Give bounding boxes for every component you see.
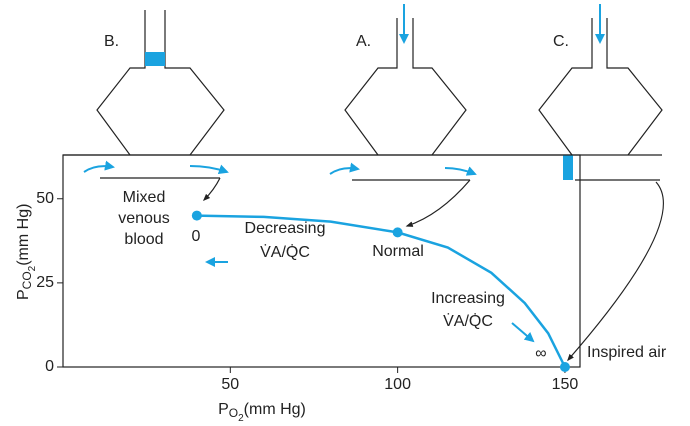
annotation: Mixed [123, 189, 166, 206]
annotation: V̇A/Q̇C [260, 243, 310, 261]
annotation: Inspired air [587, 344, 667, 361]
y-label-sub: CO [20, 271, 34, 289]
annotation: Increasing [431, 290, 505, 307]
annotation: blood [124, 231, 163, 248]
annotation: ∞ [535, 345, 546, 362]
x-label-unit: (mm Hg) [244, 401, 306, 418]
y-tick-label: 25 [36, 274, 54, 291]
x-label-sub: O [229, 406, 238, 420]
y-label-main: P [15, 289, 32, 300]
x-label-main: P [218, 401, 229, 418]
y-label-subsub: 2 [27, 265, 38, 271]
y-label-unit: (mm Hg) [15, 204, 32, 266]
point [559, 362, 570, 372]
annotation: Normal [372, 243, 424, 260]
unit-label: A. [356, 33, 371, 50]
lung-units [63, 4, 664, 362]
annotation: Decreasing [245, 220, 326, 237]
x-tick-label: 100 [384, 376, 411, 393]
annotation: venous [118, 210, 170, 227]
x-tick-label: 50 [221, 376, 239, 393]
unit-label: C. [553, 33, 569, 50]
y-axis-label: PCO2(mm Hg) [15, 204, 37, 300]
x-tick-label: 150 [552, 376, 579, 393]
curve [196, 214, 567, 368]
y-tick-label: 50 [36, 190, 54, 207]
x-axis-label: PO2(mm Hg) [218, 401, 306, 423]
annotation: 0 [192, 228, 201, 245]
point [191, 210, 202, 221]
annotation: V̇A/Q̇C [443, 312, 493, 330]
y-tick-label: 0 [45, 358, 54, 375]
plot-frame [62, 154, 581, 368]
x-label-subsub: 2 [238, 413, 244, 424]
unit-label: B. [104, 33, 119, 50]
point [392, 227, 403, 238]
